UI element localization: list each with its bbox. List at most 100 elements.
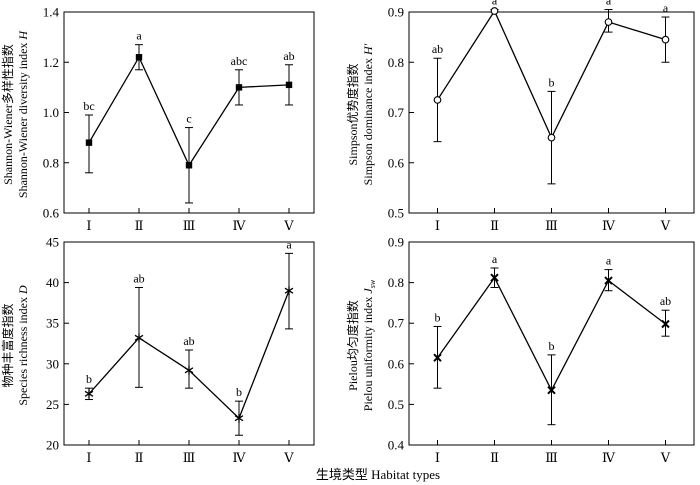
y-tick-label: 1.0 <box>43 105 59 120</box>
significance-letter: b <box>549 339 555 353</box>
x-tick-label: Ⅲ <box>183 450 196 465</box>
x-tick-label: Ⅰ <box>435 218 440 233</box>
y-axis-label-symbol: D <box>16 285 30 295</box>
x-tick-label: Ⅲ <box>183 218 196 233</box>
y-axis-label-cn: Simpson优势度指数 <box>345 63 360 165</box>
y-tick-label: 35 <box>46 316 59 331</box>
y-tick-label: 0.5 <box>388 206 404 221</box>
x-tick-label: Ⅴ <box>283 450 294 465</box>
y-axis-label-cn: Pielou均匀度指数 <box>345 300 360 391</box>
simpson-panel: 0.5 0.6 0.7 0.8 0.9 Ⅰ Ⅱ Ⅲ Ⅳ Ⅴ Simpson优势度指数 Simpson … <box>345 0 695 233</box>
y-axis-label-symbol: H′ <box>361 43 375 56</box>
significance-letter: a <box>663 1 669 15</box>
x-tick-label: Ⅳ <box>233 218 247 233</box>
x-tick-label: Ⅳ <box>233 450 247 465</box>
pielou-panel: 0.4 0.5 0.6 0.7 0.8 0.9 Ⅰ Ⅱ Ⅲ Ⅳ Ⅴ Pielou均匀度指数 Pielou… <box>345 235 695 465</box>
significance-letter: b <box>86 372 92 386</box>
significance-letter: a <box>136 29 142 43</box>
significance-letter: ab <box>183 334 194 348</box>
y-axis-label-en: Species richness index D <box>16 285 30 406</box>
x-tick-label: Ⅰ <box>86 450 91 465</box>
y-axis-label-en-text: Simpson dominance index <box>361 55 375 185</box>
data-point-square <box>285 81 293 89</box>
data-point-circle <box>547 133 556 142</box>
y-tick-label: 1.2 <box>43 55 59 70</box>
x-tick-label: Ⅱ <box>490 450 499 465</box>
data-point-square <box>185 162 193 169</box>
y-axis-label-en: Pielou uniformity index Jsw <box>361 279 377 411</box>
significance-letter: abc <box>231 54 248 68</box>
significance-letter: a <box>286 237 292 251</box>
data-point-square <box>85 139 93 146</box>
data-point-square <box>235 84 243 91</box>
significance-letter: a <box>606 254 612 268</box>
significance-letter: b <box>236 385 242 399</box>
y-axis-label-symbol: J <box>361 288 375 294</box>
significance-letter: a <box>492 0 498 7</box>
y-tick-label: 0.8 <box>388 275 404 290</box>
y-axis-label-cn: 物种丰富度指数 <box>0 303 15 387</box>
y-tick-label: 0.6 <box>388 356 405 371</box>
x-tick-label: Ⅰ <box>86 218 91 233</box>
significance-letter: b <box>549 75 555 89</box>
data-point-star <box>134 333 144 343</box>
x-tick-label: Ⅰ <box>435 450 440 465</box>
significance-letter: a <box>492 252 498 266</box>
data-point-circle <box>661 35 670 44</box>
y-axis-label-en-text: Species richness index <box>16 294 30 406</box>
y-tick-label: 0.9 <box>388 5 404 20</box>
significance-letter: ab <box>283 49 294 63</box>
x-tick-label: Ⅴ <box>283 218 294 233</box>
significance-letter: ab <box>133 271 144 285</box>
richness-panel: 20 25 30 35 40 45 Ⅰ Ⅱ Ⅲ Ⅳ Ⅴ 物种丰富度指数 Species richness… <box>0 235 315 465</box>
data-point-x <box>433 353 442 362</box>
data-point-star <box>84 389 94 399</box>
data-point-circle <box>604 18 613 26</box>
y-axis-label-cn: Shannon-Wiener多样性指数 <box>0 44 15 185</box>
x-tick-label: Ⅱ <box>490 218 499 233</box>
significance-letter: bc <box>83 99 94 113</box>
data-point-x <box>490 273 499 282</box>
y-tick-label: 0.5 <box>388 397 404 412</box>
data-point-x <box>661 319 670 329</box>
data-point-star <box>184 365 194 375</box>
y-tick-label: 0.9 <box>388 235 404 250</box>
y-tick-label: 0.8 <box>388 55 404 70</box>
data-point-circle <box>490 7 499 15</box>
data-point-star <box>284 286 294 296</box>
y-tick-label: 0.8 <box>43 155 59 170</box>
x-tick-label: Ⅲ <box>545 218 558 233</box>
significance-letter: a <box>606 0 612 7</box>
x-tick-label: Ⅲ <box>545 450 558 465</box>
x-tick-label: Ⅳ <box>602 450 616 465</box>
y-axis-label-en-text: Shannon-Wiener diversity index <box>16 40 30 198</box>
data-point-square <box>135 54 143 61</box>
data-point-x <box>604 276 613 285</box>
y-axis-label-en: Shannon-Wiener diversity index H <box>16 30 30 198</box>
x-tick-label: Ⅱ <box>135 218 144 233</box>
x-tick-label: Ⅴ <box>660 450 671 465</box>
data-point-x <box>547 385 556 395</box>
significance-letter: c <box>186 112 191 126</box>
y-tick-label: 0.7 <box>388 105 405 120</box>
y-axis-label-symbol: H <box>16 30 30 41</box>
y-tick-label: 0.6 <box>388 155 405 170</box>
y-tick-label: 0.7 <box>388 316 405 331</box>
y-tick-label: 25 <box>46 397 59 412</box>
x-tick-label: Ⅳ <box>602 218 616 233</box>
y-tick-label: 45 <box>46 235 59 250</box>
y-tick-label: 40 <box>46 275 59 290</box>
y-tick-label: 1.4 <box>43 5 60 20</box>
y-axis-label-en: Simpson dominance index H′ <box>361 43 375 185</box>
x-axis-label: 生境类型 Habitat types <box>316 467 440 482</box>
data-point-star <box>234 413 244 423</box>
y-tick-label: 0.6 <box>43 206 60 221</box>
significance-letter: ab <box>432 42 443 56</box>
shannon-panel: 0.6 0.8 1.0 1.2 1.4 Ⅰ Ⅱ Ⅲ Ⅳ Ⅴ Shannon-Wiener多样性指数 S… <box>0 5 315 233</box>
y-axis-label-subscript: sw <box>368 279 377 288</box>
y-tick-label: 20 <box>46 438 59 453</box>
x-tick-label: Ⅴ <box>660 218 671 233</box>
significance-letter: b <box>435 310 441 324</box>
significance-letter: ab <box>660 294 671 308</box>
